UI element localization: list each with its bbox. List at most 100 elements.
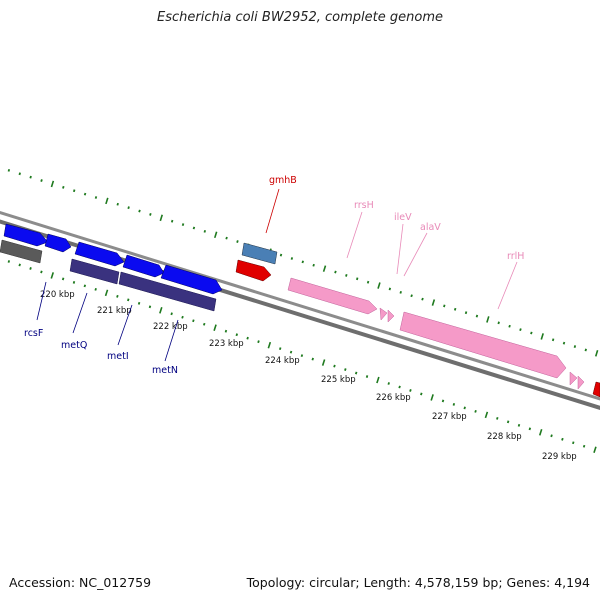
outer-tick	[116, 202, 119, 206]
outer-tick	[149, 213, 152, 216]
leader-line	[265, 188, 280, 234]
outer-tick	[475, 314, 479, 318]
inner-tick	[572, 441, 575, 445]
leader-line	[164, 319, 179, 362]
leader-line	[403, 232, 428, 277]
kbp-label: 223 kbp	[209, 339, 244, 349]
outer-tick	[562, 341, 566, 345]
inner-tick	[561, 437, 564, 441]
outer-tick	[94, 196, 98, 199]
outer-tick	[83, 192, 87, 196]
backbone	[0, 210, 600, 410]
inner-tick	[94, 287, 97, 291]
inner-tick	[7, 260, 11, 263]
inner-tick	[463, 406, 466, 410]
outer-tick	[530, 331, 533, 335]
inner-tick	[192, 319, 195, 323]
inner-tick	[333, 364, 336, 368]
outer-tick	[18, 172, 21, 176]
gene-label-rrsh: rrsH	[354, 200, 374, 211]
inner-tick	[72, 280, 76, 284]
leader-line	[396, 223, 404, 275]
kbp-label: 222 kbp	[153, 322, 188, 332]
inner-tick	[430, 394, 434, 401]
kbp-label: 220 kbp	[40, 290, 75, 300]
inner-tick	[29, 267, 32, 270]
inner-tick	[127, 298, 130, 302]
genome-summary-text: Topology: circular; Length: 4,578,159 bp…	[246, 575, 590, 590]
gene-arrow-blue	[122, 254, 165, 278]
outer-tick	[443, 304, 446, 308]
rrna-arrow-pink	[399, 311, 567, 379]
outer-tick	[508, 324, 511, 328]
inner-tick-track	[7, 260, 597, 454]
outer-tick	[594, 350, 599, 357]
map-title: Escherichia coli BW2952, complete genome	[157, 10, 443, 25]
inner-tick	[538, 429, 543, 436]
outer-tick	[431, 299, 436, 306]
inner-tick	[50, 272, 55, 279]
inner-tick	[224, 329, 228, 333]
outer-tick	[322, 265, 327, 272]
gene-box-gray	[0, 239, 43, 264]
inner-tick	[116, 294, 119, 298]
inner-tick	[398, 385, 401, 389]
leader-line	[36, 281, 47, 321]
kbp-label: 227 kbp	[432, 412, 467, 422]
outer-tick	[290, 257, 294, 260]
inner-tick	[267, 341, 272, 349]
inner-tick	[354, 371, 358, 375]
inner-tick	[550, 434, 553, 438]
inner-tick	[593, 446, 597, 454]
gene-label-metq: metQ	[61, 340, 87, 351]
backbone-outer-line	[0, 210, 600, 401]
inner-tick	[137, 301, 141, 305]
inner-tick	[235, 333, 239, 337]
leader-line	[497, 261, 518, 310]
outer-tick	[584, 348, 588, 352]
outer-tick	[29, 175, 32, 179]
outer-tick	[519, 328, 522, 332]
outer-tick	[236, 240, 239, 243]
outer-tick	[312, 263, 315, 267]
gene-label-meti: metI	[107, 351, 129, 362]
inner-tick	[452, 403, 456, 406]
gene-label-gmhb: gmhB	[269, 175, 297, 186]
gene-label-ilev: ileV	[394, 212, 412, 223]
leader-line	[117, 304, 133, 346]
inner-tick	[289, 350, 293, 354]
outer-tick	[334, 270, 337, 274]
rrna-arrow-pink	[287, 277, 378, 315]
outer-tick	[366, 280, 370, 284]
inner-tick	[246, 336, 249, 340]
outer-tick	[345, 274, 348, 277]
outer-tick	[486, 316, 490, 323]
inner-tick	[104, 289, 109, 297]
inner-tick	[441, 399, 445, 403]
outer-tick	[203, 229, 207, 233]
leader-line	[346, 211, 363, 259]
outer-tick	[377, 282, 381, 289]
outer-tick	[7, 168, 11, 172]
gene-arrow-blue	[3, 223, 49, 247]
trna-arrow-pink	[379, 307, 388, 321]
inner-tick	[506, 420, 510, 424]
outer-tick	[301, 260, 304, 264]
kbp-scale-labels: 220 kbp 221 kbp 222 kbp 223 kbp 224 kbp …	[40, 290, 577, 462]
outer-tick	[279, 253, 283, 257]
kbp-label: 228 kbp	[487, 432, 522, 442]
inner-tick	[409, 389, 412, 392]
gene-arrow-blue	[74, 241, 125, 267]
outer-tick	[410, 294, 413, 298]
outer-tick	[399, 290, 402, 294]
inner-tick	[420, 392, 423, 396]
outer-tick	[40, 179, 43, 182]
inner-tick	[517, 423, 521, 427]
inner-tick	[484, 411, 489, 419]
kbp-label: 221 kbp	[97, 306, 132, 316]
inner-tick	[181, 315, 184, 319]
inner-tick	[159, 307, 163, 314]
inner-tick	[387, 382, 390, 385]
outer-tick	[388, 287, 392, 291]
